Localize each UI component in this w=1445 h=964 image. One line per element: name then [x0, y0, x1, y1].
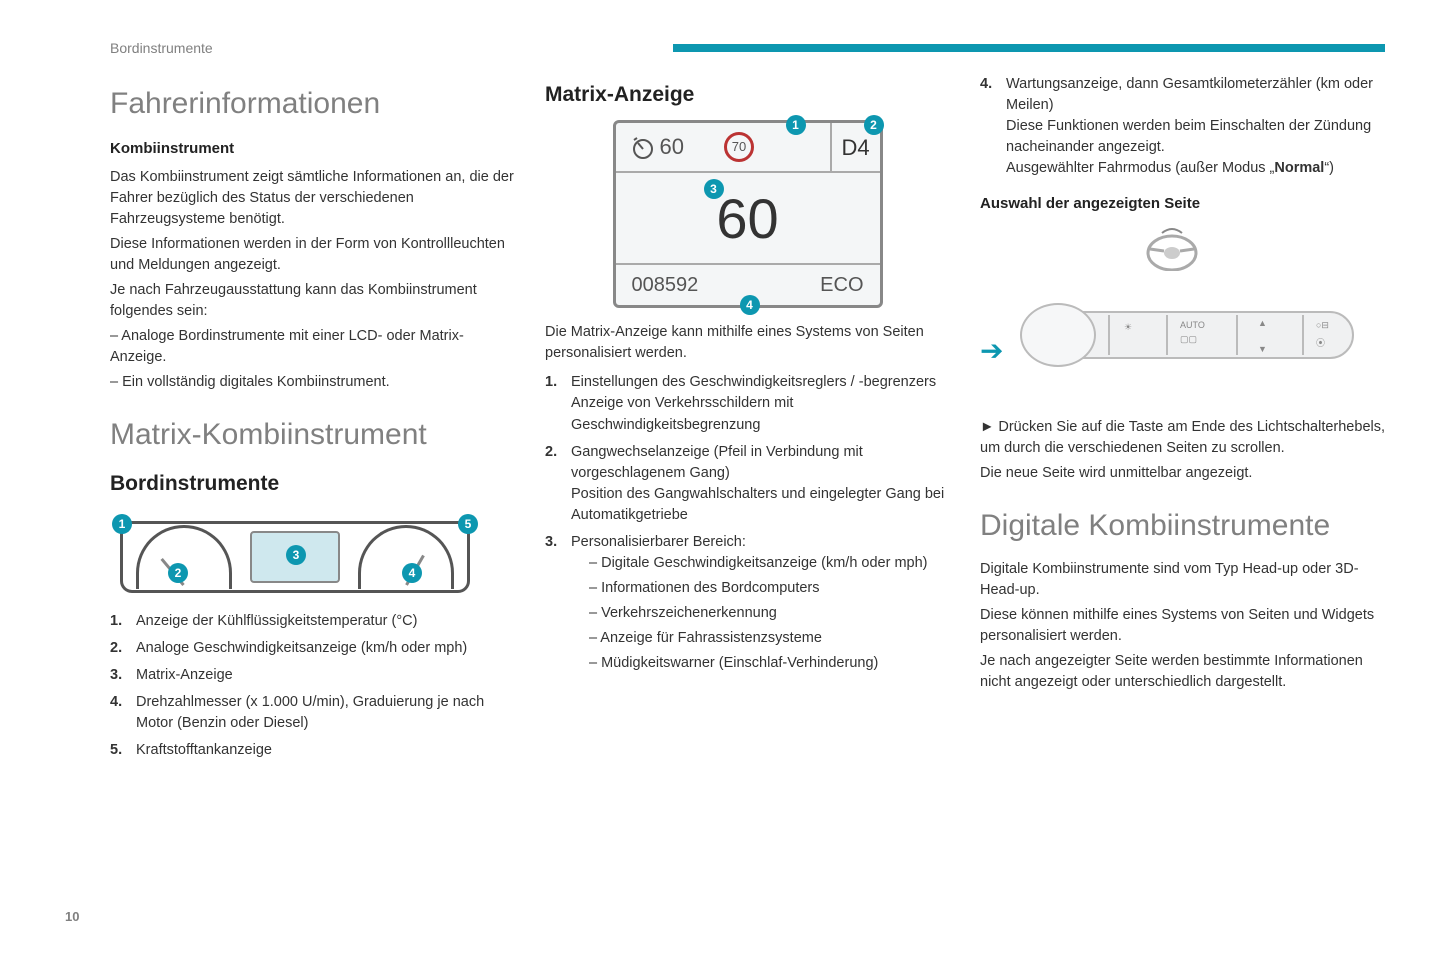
steering-wheel-icon	[1144, 227, 1200, 271]
subheading-matrix-anzeige: Matrix-Anzeige	[545, 80, 950, 110]
paragraph: Digitale Kombiinstrumente sind vom Typ H…	[980, 559, 1385, 601]
column-3: 4. Wartungsanzeige, dann Gesamtkilometer…	[980, 74, 1385, 767]
speed-value: 60	[616, 173, 880, 263]
speed-limit-sign-icon: 70	[724, 132, 754, 162]
paragraph: Je nach angezeigter Seite werden bestimm…	[980, 651, 1385, 693]
heading-matrix-kombiinstrument: Matrix-Kombiinstrument	[110, 413, 515, 457]
list-item: – Analoge Bordinstrumente mit einer LCD-…	[110, 326, 515, 368]
arrow-right-icon: ➔	[980, 331, 1003, 372]
heading-digitale-kombiinstrumente: Digitale Kombiinstrumente	[980, 504, 1385, 548]
callout-4-icon: 4	[740, 295, 760, 315]
subheading-auswahl-seite: Auswahl der angezeigten Seite	[980, 193, 1385, 215]
list-item: 2.Gangwechselanzeige (Pfeil in Verbindun…	[545, 442, 950, 526]
paragraph: Die Matrix-Anzeige kann mithilfe eines S…	[545, 322, 950, 364]
column-2: Matrix-Anzeige 60 70 D4 60 008592 ECO 1 …	[545, 74, 950, 767]
drive-mode-value: ECO	[820, 271, 863, 300]
callout-2-icon: 2	[864, 115, 884, 135]
page-number: 10	[65, 909, 79, 924]
subheading-bordinstrumente: Bordinstrumente	[110, 469, 515, 499]
figure-stalk-control: ➔ ☀ AUTO ▢▢ ▲ ▼ ○⊟ ⦿	[980, 223, 1360, 403]
list-item: 4.Drehzahlmesser (x 1.000 U/min), Gradui…	[110, 692, 515, 734]
list-item: 3.Matrix-Anzeige	[110, 665, 515, 686]
callout-5-icon: 5	[458, 514, 478, 534]
figure-instrument-cluster: 1 2 3 4 5	[110, 509, 480, 597]
list-item: 4. Wartungsanzeige, dann Gesamtkilometer…	[980, 74, 1385, 179]
breadcrumb: Bordinstrumente	[110, 40, 213, 56]
paragraph: Das Kombiinstrument zeigt sämtliche Info…	[110, 167, 515, 230]
cruise-speed-icon: 60	[630, 131, 684, 163]
paragraph: ► Drücken Sie auf die Taste am Ende des …	[980, 417, 1385, 459]
paragraph: Die neue Seite wird unmittelbar angezeig…	[980, 463, 1385, 484]
paragraph: Je nach Fahrzeugausstattung kann das Kom…	[110, 280, 515, 322]
odometer-value: 008592	[632, 271, 699, 300]
list-item: 1.Einstellungen des Geschwindigkeitsregl…	[545, 372, 950, 435]
paragraph: Diese können mithilfe eines Systems von …	[980, 605, 1385, 647]
list-item: 5.Kraftstofftankanzeige	[110, 740, 515, 761]
callout-3-icon: 3	[704, 179, 724, 199]
list-item: – Ein vollständig digitales Kombiinstrum…	[110, 372, 515, 393]
list-item: 2.Analoge Geschwindigkeitsanzeige (km/h …	[110, 638, 515, 659]
subheading-kombiinstrument: Kombiinstrument	[110, 138, 515, 160]
paragraph: Diese Informationen werden in der Form v…	[110, 234, 515, 276]
list-item: 1.Anzeige der Kühlflüssigkeitstemperatur…	[110, 611, 515, 632]
callout-1-icon: 1	[786, 115, 806, 135]
heading-fahrerinformationen: Fahrerinformationen	[110, 82, 515, 126]
figure-matrix-display: 60 70 D4 60 008592 ECO 1 2 3 4	[613, 120, 883, 308]
header-accent-bar	[673, 44, 1385, 52]
column-1: Fahrerinformationen Kombiinstrument Das …	[110, 74, 515, 767]
list-item: 3. Personalisierbarer Bereich: – Digital…	[545, 532, 950, 678]
